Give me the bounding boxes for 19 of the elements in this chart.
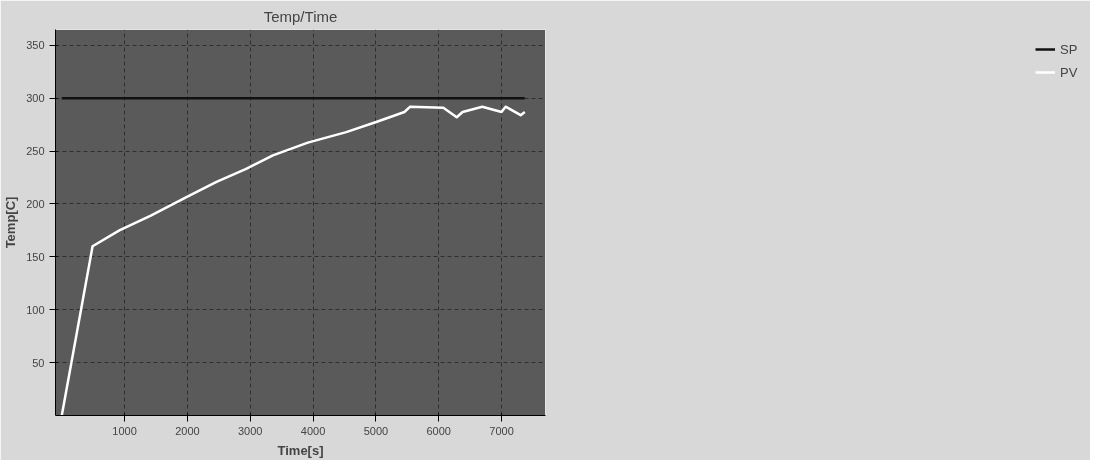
y-tick-label: 50: [32, 356, 45, 369]
y-axis-title: Temp[C]: [3, 196, 19, 249]
y-tick-label: 150: [26, 250, 45, 263]
chart-title: Temp/Time: [263, 7, 338, 25]
x-axis-title: Time[s]: [277, 442, 324, 458]
x-tick-label: 1000: [112, 424, 137, 437]
x-tick-label: 6000: [426, 424, 451, 437]
y-tick-label: 300: [26, 92, 45, 105]
y-tick-label: 350: [26, 39, 45, 52]
x-tick-label: 7000: [489, 424, 514, 437]
x-tick-label: 5000: [363, 424, 389, 437]
y-tick-label: 250: [26, 145, 45, 158]
x-tick-label: 3000: [238, 424, 263, 437]
x-tick-label: 4000: [300, 424, 326, 437]
x-tick-label: 2000: [175, 424, 200, 437]
legend-label: PV: [1060, 64, 1079, 80]
legend-label: SP: [1060, 41, 1079, 57]
y-tick-label: 100: [26, 303, 45, 316]
y-tick-label: 200: [26, 197, 45, 210]
